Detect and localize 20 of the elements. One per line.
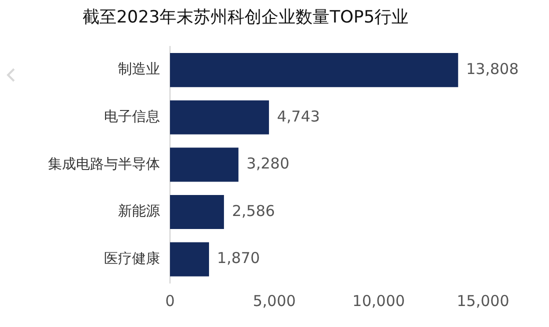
data-label: 13,808 [466,60,519,78]
x-tick-label: 0 [165,292,175,310]
x-tick-label: 10,000 [352,292,405,310]
chart-title: 截至2023年末苏州科创企业数量TOP5行业 [82,8,409,28]
x-tick-label: 15,000 [456,292,510,310]
bar [170,53,458,88]
x-tick-label: 5,000 [252,292,296,310]
bar [170,100,269,134]
y-tick-label: 电子信息 [104,109,160,126]
y-tick-label: 制造业 [118,62,160,78]
data-label: 4,743 [276,107,320,126]
bar [170,242,210,276]
y-tick-label: 新能源 [118,204,160,220]
data-label: 1,870 [217,249,260,268]
bar [170,194,224,230]
y-tick-label: 医疗健康 [104,250,160,267]
data-label: 2,586 [232,202,275,220]
y-tick-label: 集成电路与半导体 [48,156,160,172]
bar [170,148,238,182]
data-label: 3,280 [246,154,290,173]
